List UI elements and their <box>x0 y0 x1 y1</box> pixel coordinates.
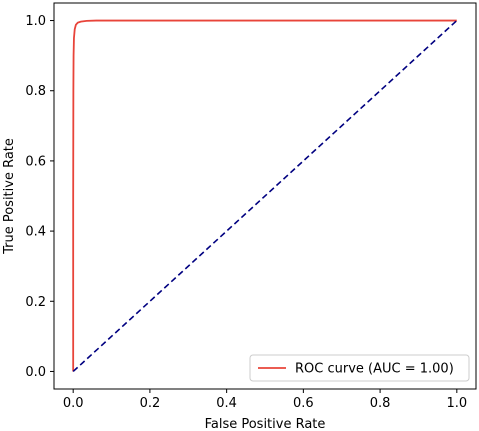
x-tick-label: 0.6 <box>293 396 314 411</box>
x-tick-label: 0.4 <box>216 396 237 411</box>
legend: ROC curve (AUC = 1.00) <box>249 354 470 382</box>
y-tick-label: 0.6 <box>25 154 46 169</box>
x-tick-label: 0.8 <box>370 396 391 411</box>
x-tick-label: 0.0 <box>63 396 84 411</box>
x-tick-label: 0.2 <box>140 396 161 411</box>
y-axis-ticks: 0.0 0.2 0.4 0.6 0.8 1.0 <box>25 14 54 380</box>
y-tick-label: 0.4 <box>25 225 46 240</box>
y-axis-label: True Positive Rate <box>2 138 17 255</box>
roc-curve-line <box>72 19 457 372</box>
y-tick-label: 0.2 <box>25 295 46 310</box>
y-tick-label: 0.8 <box>25 84 46 99</box>
legend-box <box>249 354 470 382</box>
series-layer <box>72 19 458 373</box>
plot-frame <box>53 2 477 390</box>
x-tick-label: 1.0 <box>446 396 467 411</box>
x-axis-label: False Positive Rate <box>205 417 326 431</box>
y-tick-label: 1.0 <box>25 14 46 29</box>
diagonal-reference-line <box>72 19 458 373</box>
y-tick-label: 0.0 <box>25 365 46 380</box>
x-axis-ticks: 0.0 0.2 0.4 0.6 0.8 1.0 <box>63 389 467 411</box>
legend-label-roc: ROC curve (AUC = 1.00) <box>295 362 454 377</box>
